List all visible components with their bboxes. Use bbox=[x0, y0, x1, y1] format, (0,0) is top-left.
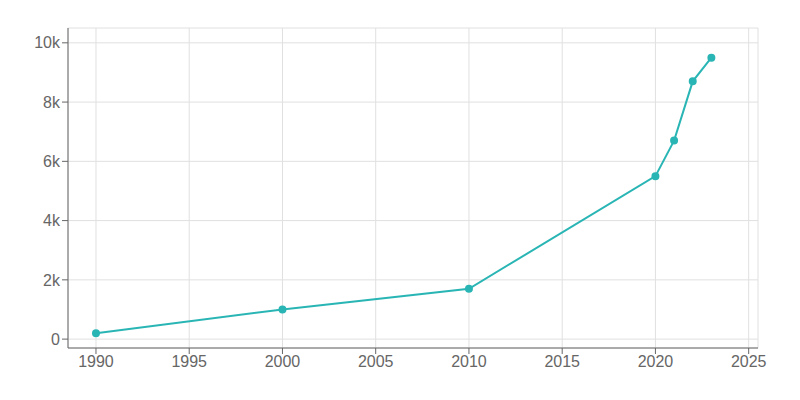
svg-text:0: 0 bbox=[51, 331, 60, 348]
svg-text:10k: 10k bbox=[34, 34, 61, 51]
svg-text:6k: 6k bbox=[43, 153, 61, 170]
svg-text:2020: 2020 bbox=[638, 353, 674, 370]
svg-text:8k: 8k bbox=[43, 94, 61, 111]
svg-text:2k: 2k bbox=[43, 272, 61, 289]
svg-text:2015: 2015 bbox=[544, 353, 580, 370]
svg-text:1990: 1990 bbox=[78, 353, 114, 370]
svg-text:2005: 2005 bbox=[358, 353, 394, 370]
svg-text:1995: 1995 bbox=[171, 353, 207, 370]
svg-text:2010: 2010 bbox=[451, 353, 487, 370]
svg-text:2000: 2000 bbox=[265, 353, 301, 370]
svg-text:4k: 4k bbox=[43, 212, 61, 229]
svg-text:2025: 2025 bbox=[731, 353, 767, 370]
